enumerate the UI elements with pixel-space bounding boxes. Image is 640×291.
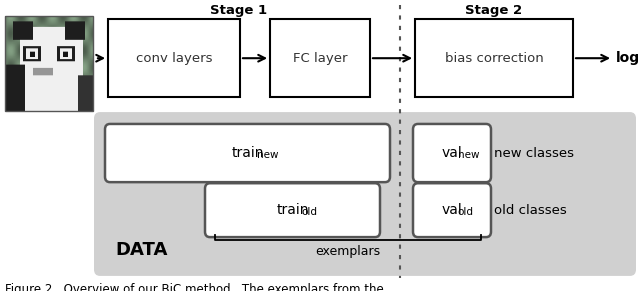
Text: old classes: old classes <box>494 204 567 217</box>
Bar <box>5 16 93 111</box>
Text: new: new <box>458 150 479 160</box>
Text: old: old <box>301 207 317 217</box>
Text: logits: logits <box>616 51 640 65</box>
Text: exemplars: exemplars <box>316 245 381 258</box>
Text: val: val <box>442 146 462 160</box>
Text: train: train <box>276 203 308 217</box>
Bar <box>415 19 573 97</box>
FancyBboxPatch shape <box>94 112 636 276</box>
Text: DATA: DATA <box>115 241 168 259</box>
Text: train: train <box>231 146 264 160</box>
Text: conv layers: conv layers <box>136 52 212 65</box>
FancyBboxPatch shape <box>205 183 380 237</box>
Text: old: old <box>458 207 474 217</box>
Bar <box>108 19 240 97</box>
Bar <box>270 19 370 97</box>
FancyBboxPatch shape <box>413 183 491 237</box>
FancyBboxPatch shape <box>105 124 390 182</box>
Text: bias correction: bias correction <box>445 52 543 65</box>
Text: FC layer: FC layer <box>292 52 348 65</box>
Text: Stage 2: Stage 2 <box>465 4 523 17</box>
FancyBboxPatch shape <box>413 124 491 182</box>
Text: val: val <box>442 203 462 217</box>
Text: new: new <box>257 150 278 160</box>
Text: Figure 2.  Overview of our BiC method.  The exemplars from the: Figure 2. Overview of our BiC method. Th… <box>5 283 384 291</box>
Text: Stage 1: Stage 1 <box>211 4 268 17</box>
Text: new classes: new classes <box>494 147 574 159</box>
